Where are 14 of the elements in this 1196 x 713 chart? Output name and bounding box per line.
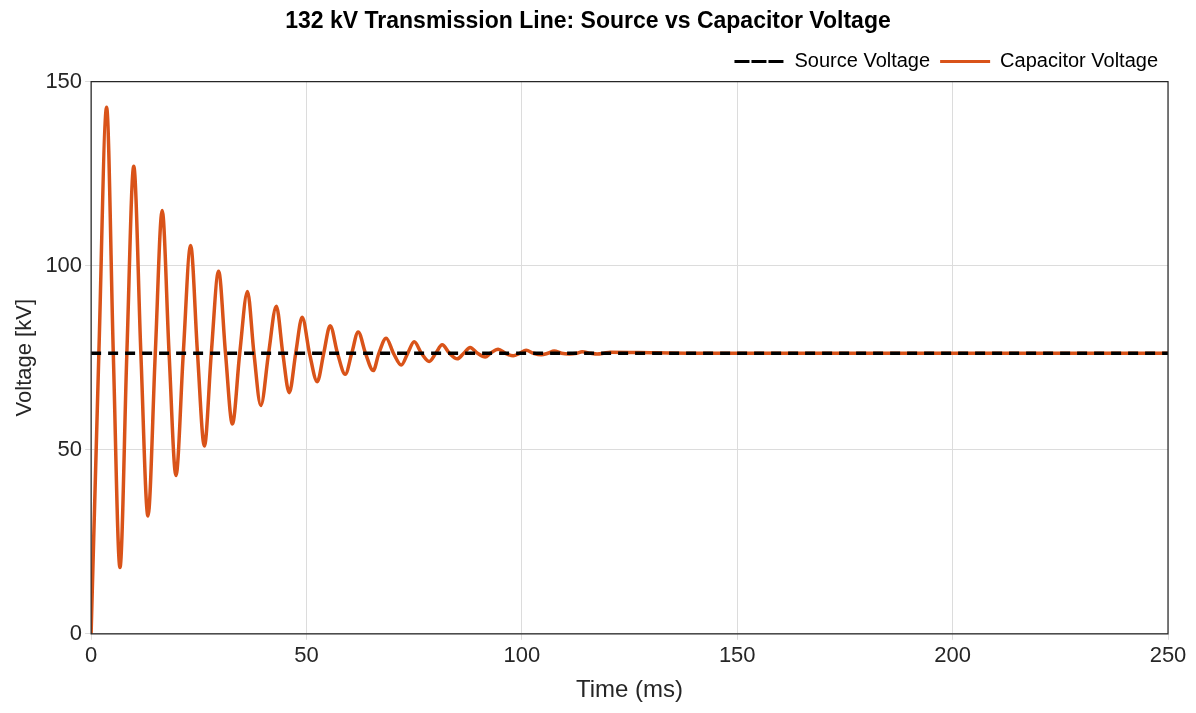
x-tick-label: 250 [1149, 642, 1187, 668]
x-tick-label: 50 [294, 642, 319, 668]
y-tick-label: 0 [69, 619, 83, 645]
x-tick-label: 200 [934, 642, 971, 668]
chart-title: 132 kV Transmission Line: Source vs Capacitor Voltage [285, 7, 891, 34]
y-tick-label: 150 [45, 67, 83, 93]
y-tick-label: 50 [57, 435, 83, 461]
x-tick-label: 150 [718, 642, 756, 668]
x-tick-label: 100 [503, 642, 541, 668]
y-axis-title: Voltage [kV] [11, 298, 37, 417]
legend-label: Capacitor Voltage [1000, 49, 1159, 72]
y-tick-label: 100 [45, 251, 83, 277]
x-axis-title: Time (ms) [576, 675, 684, 703]
legend-label: Source Voltage [794, 49, 931, 72]
